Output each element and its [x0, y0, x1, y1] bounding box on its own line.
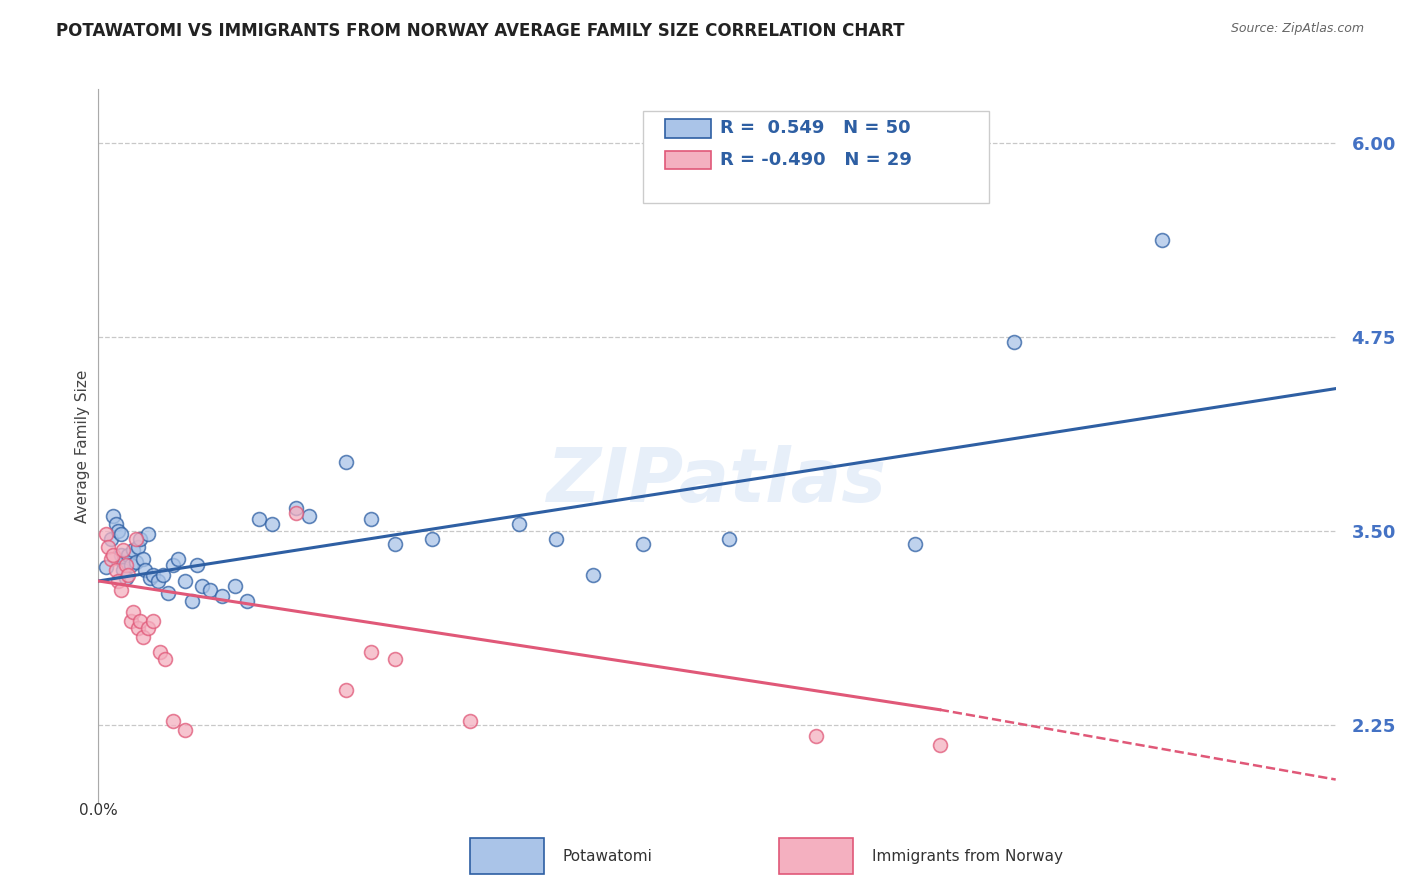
Point — [136, 527, 159, 541]
Point — [247, 512, 270, 526]
Point — [146, 574, 169, 588]
Point — [156, 586, 179, 600]
Point — [211, 590, 233, 604]
Text: Potawatomi: Potawatomi — [562, 849, 652, 863]
Point — [422, 532, 444, 546]
Point — [129, 615, 152, 629]
Point — [134, 563, 156, 577]
Text: Source: ZipAtlas.com: Source: ZipAtlas.com — [1230, 22, 1364, 36]
Point — [110, 583, 132, 598]
Point — [104, 563, 127, 577]
Point — [107, 574, 129, 588]
Point — [260, 516, 283, 531]
Point — [458, 714, 481, 728]
Point — [122, 605, 145, 619]
Point — [120, 558, 142, 573]
Point — [124, 532, 146, 546]
Point — [136, 620, 159, 634]
Point — [335, 682, 357, 697]
Point — [166, 552, 188, 566]
Y-axis label: Average Family Size: Average Family Size — [75, 369, 90, 523]
Point — [236, 594, 259, 608]
Point — [142, 567, 165, 582]
Point — [114, 571, 136, 585]
Point — [104, 516, 127, 531]
Point — [124, 555, 146, 569]
Point — [94, 560, 117, 574]
Point — [631, 537, 654, 551]
Point — [132, 552, 155, 566]
Point — [904, 537, 927, 551]
Text: R = -0.490   N = 29: R = -0.490 N = 29 — [720, 151, 911, 169]
Point — [546, 532, 568, 546]
Point — [285, 506, 308, 520]
Point — [132, 630, 155, 644]
Point — [298, 508, 321, 523]
Point — [120, 615, 142, 629]
Point — [152, 567, 174, 582]
Point — [117, 548, 139, 562]
Point — [114, 558, 136, 573]
Point — [384, 651, 406, 665]
Point — [162, 714, 184, 728]
Point — [122, 543, 145, 558]
Point — [174, 574, 197, 588]
Point — [198, 583, 221, 598]
Point — [582, 567, 605, 582]
Point — [117, 567, 139, 582]
Point — [103, 548, 125, 562]
Point — [191, 579, 214, 593]
Point — [139, 571, 162, 585]
Point — [1002, 334, 1025, 349]
Point — [155, 651, 177, 665]
Text: Immigrants from Norway: Immigrants from Norway — [872, 849, 1063, 863]
Point — [100, 552, 122, 566]
Point — [127, 540, 149, 554]
Text: 0.0%: 0.0% — [79, 803, 118, 818]
Point — [103, 508, 125, 523]
Point — [110, 548, 132, 562]
Text: POTAWATOMI VS IMMIGRANTS FROM NORWAY AVERAGE FAMILY SIZE CORRELATION CHART: POTAWATOMI VS IMMIGRANTS FROM NORWAY AVE… — [56, 22, 904, 40]
Point — [224, 579, 246, 593]
Point — [186, 558, 208, 573]
Point — [384, 537, 406, 551]
Point — [112, 563, 135, 577]
Point — [718, 532, 741, 546]
Point — [127, 620, 149, 634]
Point — [107, 524, 129, 539]
Point — [100, 532, 122, 546]
Point — [335, 454, 357, 468]
Point — [110, 527, 132, 541]
Text: ZIPatlas: ZIPatlas — [547, 445, 887, 518]
Point — [97, 540, 120, 554]
Point — [1152, 233, 1174, 247]
Point — [94, 527, 117, 541]
Point — [508, 516, 530, 531]
Point — [129, 532, 152, 546]
Point — [928, 739, 950, 753]
Text: R =  0.549   N = 50: R = 0.549 N = 50 — [720, 120, 910, 137]
Point — [285, 501, 308, 516]
Point — [174, 723, 197, 737]
Point — [360, 512, 382, 526]
Point — [112, 543, 135, 558]
Point — [360, 645, 382, 659]
Point — [162, 558, 184, 573]
Point — [142, 615, 165, 629]
Point — [181, 594, 204, 608]
Point — [112, 555, 135, 569]
Point — [149, 645, 172, 659]
Point — [804, 729, 827, 743]
